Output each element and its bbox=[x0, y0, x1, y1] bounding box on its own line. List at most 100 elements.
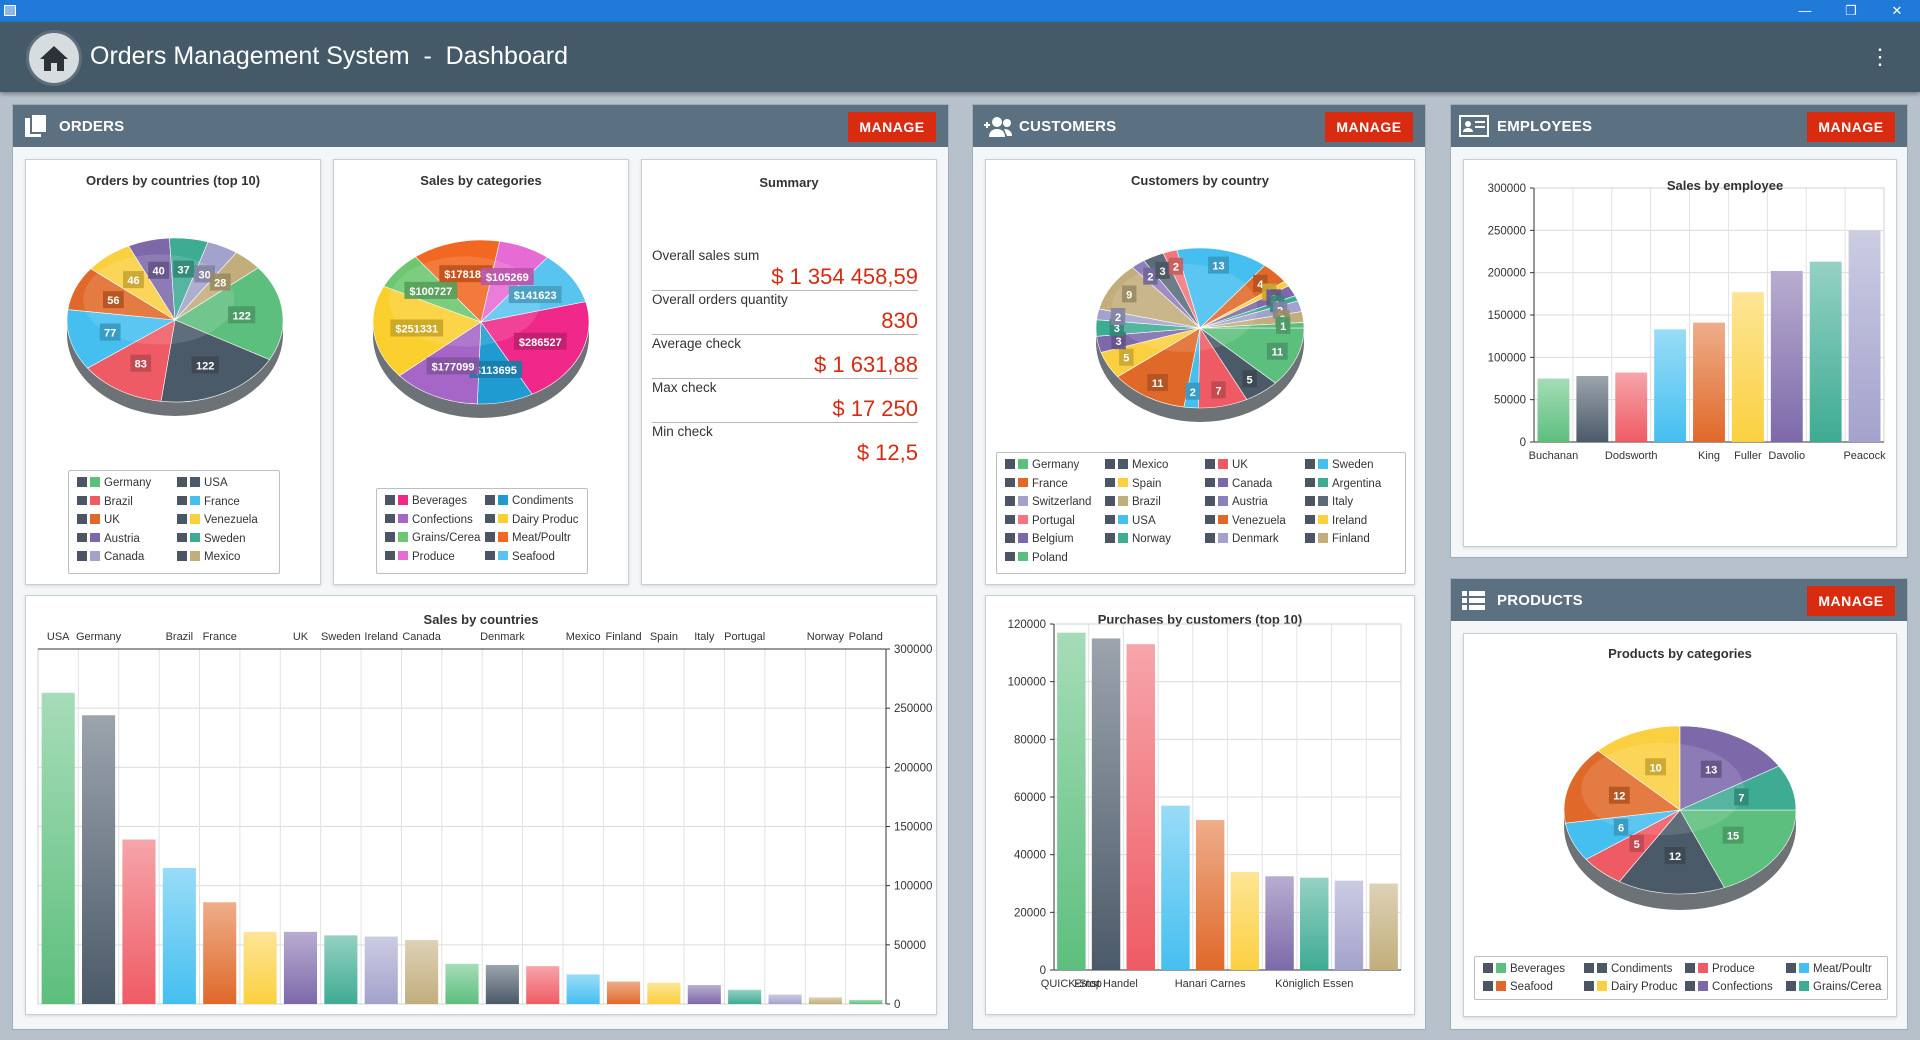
legend-checkbox[interactable] bbox=[1305, 477, 1315, 488]
legend-item[interactable]: Finland bbox=[1305, 533, 1401, 549]
legend-item[interactable]: Meat/Poultr bbox=[485, 532, 581, 548]
legend-item[interactable]: Grains/Cerea bbox=[385, 532, 481, 548]
customers-manage-button[interactable]: MANAGE bbox=[1325, 112, 1413, 142]
legend-checkbox[interactable] bbox=[1205, 533, 1215, 543]
legend-item[interactable]: Dairy Produc bbox=[1584, 981, 1681, 997]
legend-item[interactable]: Beverages bbox=[1483, 963, 1580, 979]
employees-manage-button[interactable]: MANAGE bbox=[1807, 112, 1895, 142]
legend-item[interactable]: Mexico bbox=[177, 551, 273, 567]
legend-item[interactable]: Beverages bbox=[385, 495, 481, 511]
legend-item[interactable]: Ireland bbox=[1305, 514, 1401, 531]
legend-checkbox[interactable] bbox=[77, 477, 87, 487]
orders-manage-button[interactable]: MANAGE bbox=[848, 112, 936, 142]
legend-item[interactable]: Brazil bbox=[77, 495, 173, 512]
legend-checkbox[interactable] bbox=[1005, 459, 1015, 469]
legend-item[interactable]: Produce bbox=[1685, 963, 1782, 979]
legend-item[interactable]: France bbox=[177, 495, 273, 512]
legend-item[interactable]: Produce bbox=[385, 550, 481, 567]
legend-item[interactable]: Confections bbox=[385, 513, 481, 530]
legend-checkbox[interactable] bbox=[485, 532, 495, 542]
legend-checkbox[interactable] bbox=[385, 495, 395, 505]
legend-item[interactable]: USA bbox=[177, 477, 273, 493]
legend-item[interactable]: Canada bbox=[1205, 477, 1301, 494]
legend-checkbox[interactable] bbox=[1483, 963, 1493, 973]
legend-checkbox[interactable] bbox=[177, 495, 187, 506]
legend-checkbox[interactable] bbox=[177, 551, 187, 561]
legend-checkbox[interactable] bbox=[1005, 514, 1015, 525]
legend-checkbox[interactable] bbox=[1205, 496, 1215, 506]
legend-item[interactable]: Denmark bbox=[1205, 533, 1301, 549]
legend-item[interactable]: Poland bbox=[1005, 551, 1101, 568]
legend-checkbox[interactable] bbox=[177, 532, 187, 543]
legend-item[interactable]: Condiments bbox=[1584, 963, 1681, 979]
more-menu-icon[interactable]: ⋮ bbox=[1869, 44, 1891, 69]
legend-checkbox[interactable] bbox=[1205, 514, 1215, 525]
legend-checkbox[interactable] bbox=[77, 551, 87, 561]
legend-checkbox[interactable] bbox=[1105, 533, 1115, 543]
legend-item[interactable]: Spain bbox=[1105, 477, 1201, 494]
legend-item[interactable]: Germany bbox=[1005, 459, 1101, 475]
legend-item[interactable]: Venezuela bbox=[177, 514, 273, 530]
legend-item[interactable]: Austria bbox=[1205, 496, 1301, 512]
home-button[interactable] bbox=[26, 30, 82, 86]
legend-item[interactable]: UK bbox=[77, 514, 173, 530]
legend-item[interactable]: Portugal bbox=[1005, 514, 1101, 531]
legend-checkbox[interactable] bbox=[1786, 963, 1796, 973]
legend-item[interactable]: Condiments bbox=[485, 495, 581, 511]
legend-item[interactable]: Belgium bbox=[1005, 533, 1101, 549]
legend-checkbox[interactable] bbox=[1685, 981, 1695, 991]
legend-checkbox[interactable] bbox=[1305, 514, 1315, 525]
legend-checkbox[interactable] bbox=[177, 477, 187, 487]
legend-checkbox[interactable] bbox=[385, 513, 395, 524]
legend-checkbox[interactable] bbox=[1105, 514, 1115, 525]
legend-checkbox[interactable] bbox=[1305, 496, 1315, 506]
close-button[interactable]: ✕ bbox=[1891, 3, 1903, 18]
legend-item[interactable]: Norway bbox=[1105, 533, 1201, 549]
legend-item[interactable]: France bbox=[1005, 477, 1101, 494]
legend-checkbox[interactable] bbox=[485, 513, 495, 524]
products-manage-button[interactable]: MANAGE bbox=[1807, 586, 1895, 616]
legend-item[interactable]: USA bbox=[1105, 514, 1201, 531]
legend-checkbox[interactable] bbox=[77, 514, 87, 524]
legend-item[interactable]: Seafood bbox=[1483, 981, 1580, 997]
legend-item[interactable]: Venezuela bbox=[1205, 514, 1301, 531]
legend-checkbox[interactable] bbox=[177, 514, 187, 524]
legend-checkbox[interactable] bbox=[1685, 963, 1695, 973]
legend-item[interactable]: Canada bbox=[77, 551, 173, 567]
legend-checkbox[interactable] bbox=[1305, 459, 1315, 469]
legend-checkbox[interactable] bbox=[1584, 981, 1594, 991]
legend-item[interactable]: Seafood bbox=[485, 550, 581, 567]
legend-checkbox[interactable] bbox=[385, 532, 395, 542]
legend-checkbox[interactable] bbox=[77, 532, 87, 543]
legend-item[interactable]: Dairy Produc bbox=[485, 513, 581, 530]
legend-item[interactable]: Grains/Cerea bbox=[1786, 981, 1883, 997]
legend-item[interactable]: Confections bbox=[1685, 981, 1782, 997]
legend-checkbox[interactable] bbox=[485, 495, 495, 505]
legend-item[interactable]: Austria bbox=[77, 532, 173, 549]
legend-item[interactable]: Brazil bbox=[1105, 496, 1201, 512]
legend-item[interactable]: Sweden bbox=[1305, 459, 1401, 475]
legend-checkbox[interactable] bbox=[1005, 477, 1015, 488]
legend-item[interactable]: Italy bbox=[1305, 496, 1401, 512]
legend-checkbox[interactable] bbox=[1005, 533, 1015, 543]
legend-checkbox[interactable] bbox=[77, 495, 87, 506]
legend-item[interactable]: Argentina bbox=[1305, 477, 1401, 494]
legend-item[interactable]: Switzerland bbox=[1005, 496, 1101, 512]
legend-item[interactable]: Mexico bbox=[1105, 459, 1201, 475]
legend-checkbox[interactable] bbox=[1584, 963, 1594, 973]
legend-checkbox[interactable] bbox=[1205, 459, 1215, 469]
legend-checkbox[interactable] bbox=[1105, 477, 1115, 488]
minimize-button[interactable]: — bbox=[1798, 3, 1812, 18]
legend-item[interactable]: Sweden bbox=[177, 532, 273, 549]
legend-checkbox[interactable] bbox=[485, 550, 495, 561]
maximize-button[interactable]: ❐ bbox=[1845, 3, 1857, 18]
legend-checkbox[interactable] bbox=[1483, 981, 1493, 991]
legend-checkbox[interactable] bbox=[1205, 477, 1215, 488]
legend-checkbox[interactable] bbox=[1305, 533, 1315, 543]
legend-item[interactable]: UK bbox=[1205, 459, 1301, 475]
legend-checkbox[interactable] bbox=[1005, 551, 1015, 562]
legend-item[interactable]: Meat/Poultr bbox=[1786, 963, 1883, 979]
legend-checkbox[interactable] bbox=[1786, 981, 1796, 991]
legend-checkbox[interactable] bbox=[1105, 496, 1115, 506]
legend-checkbox[interactable] bbox=[1005, 496, 1015, 506]
